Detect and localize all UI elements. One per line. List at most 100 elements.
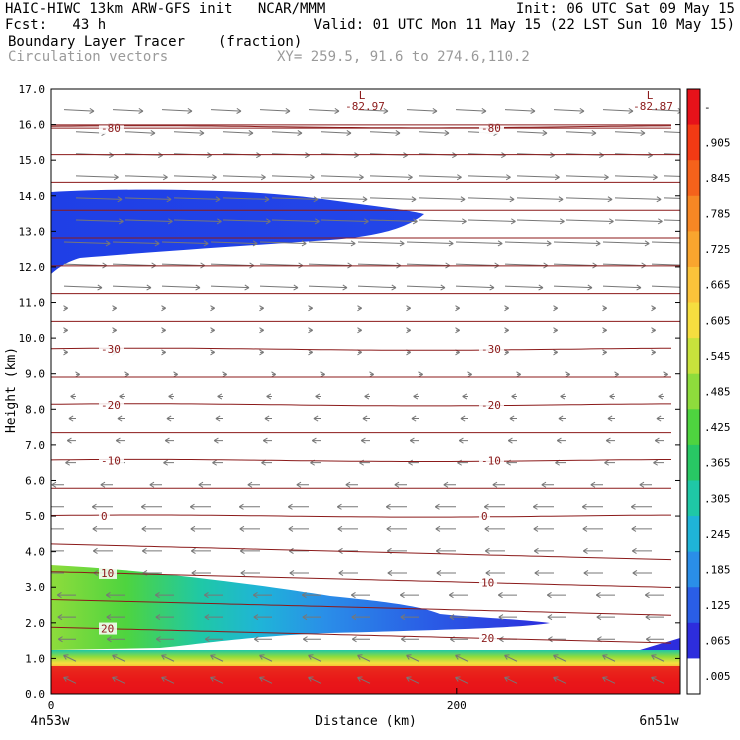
y-tick-label: 7.0	[25, 439, 45, 452]
circulation-vector	[556, 437, 566, 444]
circulation-vector	[308, 284, 348, 291]
circulation-vector	[320, 174, 364, 181]
circulation-vector	[436, 569, 456, 577]
circulation-vector	[189, 503, 211, 510]
colorbar-label: .365	[704, 457, 731, 470]
circulation-vector	[484, 525, 505, 532]
colorbar-label: .545	[704, 350, 731, 363]
circulation-vector	[560, 393, 566, 400]
circulation-vector	[602, 284, 642, 291]
circulation-vector	[651, 263, 680, 266]
circulation-vector	[602, 654, 616, 662]
circulation-vector	[609, 393, 615, 400]
y-tick-label: 6.0	[25, 474, 45, 487]
contour-label: 10	[481, 577, 494, 590]
colorbar-swatch	[687, 89, 700, 126]
circulation-vector	[511, 393, 517, 400]
colorbar-swatch	[687, 409, 700, 446]
circulation-vector	[406, 305, 412, 312]
circulation-vector	[497, 592, 517, 599]
colorbar-swatch	[687, 124, 700, 161]
circulation-vector	[663, 219, 680, 221]
circulation-vector	[644, 592, 664, 599]
circulation-vector	[164, 437, 174, 444]
circulation-vector	[504, 654, 518, 662]
circulation-vector	[320, 218, 369, 225]
circulation-vector	[253, 636, 272, 643]
circulation-vector	[190, 547, 211, 554]
circulation-vector	[112, 305, 118, 312]
circulation-vector	[656, 415, 664, 422]
circulation-vector	[259, 327, 265, 334]
contour-label: 20	[481, 632, 494, 645]
circulation-vector	[161, 349, 167, 356]
colorbar-swatch	[687, 195, 700, 232]
contour-label-bg	[99, 398, 124, 411]
isotherm-contour	[51, 599, 672, 616]
circulation-vector	[166, 415, 174, 422]
circulation-vector	[509, 415, 517, 422]
y-tick-label: 17.0	[19, 83, 46, 96]
circulation-vector	[443, 481, 456, 488]
circulation-vector	[532, 503, 554, 510]
circulation-vector	[467, 196, 515, 203]
circulation-vector	[516, 196, 564, 203]
colorbar-swatch	[687, 160, 700, 197]
circulation-vector	[455, 654, 469, 662]
circulation-vector	[504, 107, 536, 114]
circulation-vector	[210, 240, 258, 247]
circulation-vector	[565, 130, 597, 137]
circulation-vector	[91, 503, 113, 510]
y-axis-label: Height (km)	[4, 347, 19, 433]
circulation-vector	[301, 592, 321, 599]
circulation-vector	[582, 547, 603, 554]
contour-label-bg	[99, 510, 110, 523]
circulation-vector	[140, 503, 162, 510]
circulation-vector	[336, 503, 358, 510]
circulation-vector	[604, 459, 615, 466]
field-name: Boundary Layer Tracer	[8, 34, 186, 50]
circulation-vector	[320, 371, 326, 378]
circulation-vector	[614, 371, 620, 378]
circulation-vector	[308, 305, 314, 312]
circulation-vector	[553, 107, 585, 114]
circulation-vector	[163, 459, 174, 466]
colorbar-swatch	[687, 480, 700, 517]
circulation-vector	[492, 481, 505, 488]
circulation-vector	[467, 174, 511, 181]
circulation-vector	[124, 196, 172, 203]
circulation-vector	[369, 174, 413, 181]
circulation-vector	[553, 305, 559, 312]
circulation-vector	[516, 174, 560, 181]
circulation-vector	[350, 592, 370, 599]
circulation-vector	[271, 196, 319, 203]
circulation-vector	[308, 327, 314, 334]
circulation-vector	[663, 197, 680, 199]
circulation-vector	[418, 174, 462, 181]
circulation-vector	[141, 525, 162, 532]
circulation-vector	[51, 528, 64, 530]
circulation-vector	[565, 371, 571, 378]
isotherm-contour	[51, 514, 671, 518]
circulation-vector	[210, 107, 242, 114]
colorbar-label: .845	[704, 172, 731, 185]
y-tick-label: 4.0	[25, 546, 45, 559]
circulation-vector	[271, 130, 303, 137]
circulation-vector	[210, 327, 216, 334]
circulation-vector	[607, 415, 615, 422]
circulation-vector	[124, 218, 173, 225]
y-tick-label: 2.0	[25, 617, 45, 630]
y-tick-label: 5.0	[25, 510, 45, 523]
circulation-vector	[92, 547, 113, 554]
vector-name: Circulation vectors	[8, 49, 169, 65]
circulation-vector	[418, 196, 466, 203]
circulation-vector	[357, 676, 371, 684]
circulation-vector	[507, 437, 517, 444]
circulation-vector	[448, 592, 468, 599]
circulation-vector	[357, 327, 363, 334]
colorbar-label: .785	[704, 208, 731, 221]
circulation-vector	[119, 393, 125, 400]
circulation-vector	[558, 415, 566, 422]
circulation-vector	[63, 327, 69, 334]
circulation-vector	[75, 174, 119, 181]
